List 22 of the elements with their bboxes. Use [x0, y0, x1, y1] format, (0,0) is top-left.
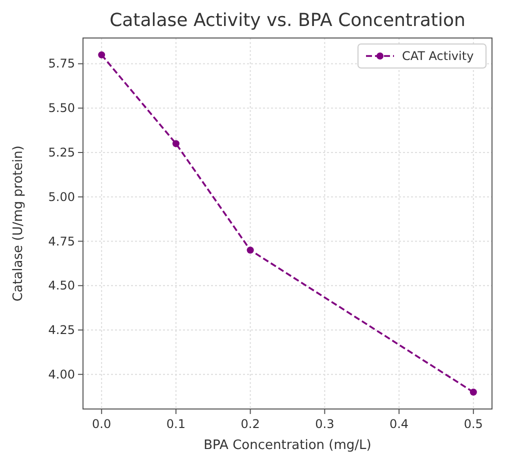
y-tick-label: 5.25 [48, 145, 75, 160]
point [172, 140, 180, 148]
y-tick-label: 4.75 [48, 234, 75, 248]
x-tick-label: 0.4 [390, 417, 409, 431]
x-tick-label: 0.3 [315, 417, 334, 431]
y-tick-label: 5.50 [48, 101, 75, 116]
point [470, 388, 477, 396]
x-tick-label: 0.0 [92, 417, 112, 431]
y-tick-label: 4.00 [48, 367, 75, 382]
x-tick-label: 0.1 [166, 417, 186, 431]
chart-title: Catalase Activity vs. BPA Concentration [110, 10, 466, 31]
y-tick-label: 4.50 [48, 278, 75, 293]
point [246, 246, 254, 254]
y-tick-label: 4.25 [48, 323, 75, 338]
y-axis-title: Catalase (U/mg protein) [11, 146, 26, 302]
legend-label: CAT Activity [402, 49, 474, 63]
y-tick-label: 5.75 [48, 56, 75, 71]
point [98, 51, 106, 58]
y-tick-label: 5.00 [48, 190, 75, 204]
x-tick-label: 0.2 [240, 417, 260, 431]
x-tick-label: 0.5 [464, 417, 483, 431]
x-axis-title: BPA Concentration (mg/L) [204, 438, 372, 453]
